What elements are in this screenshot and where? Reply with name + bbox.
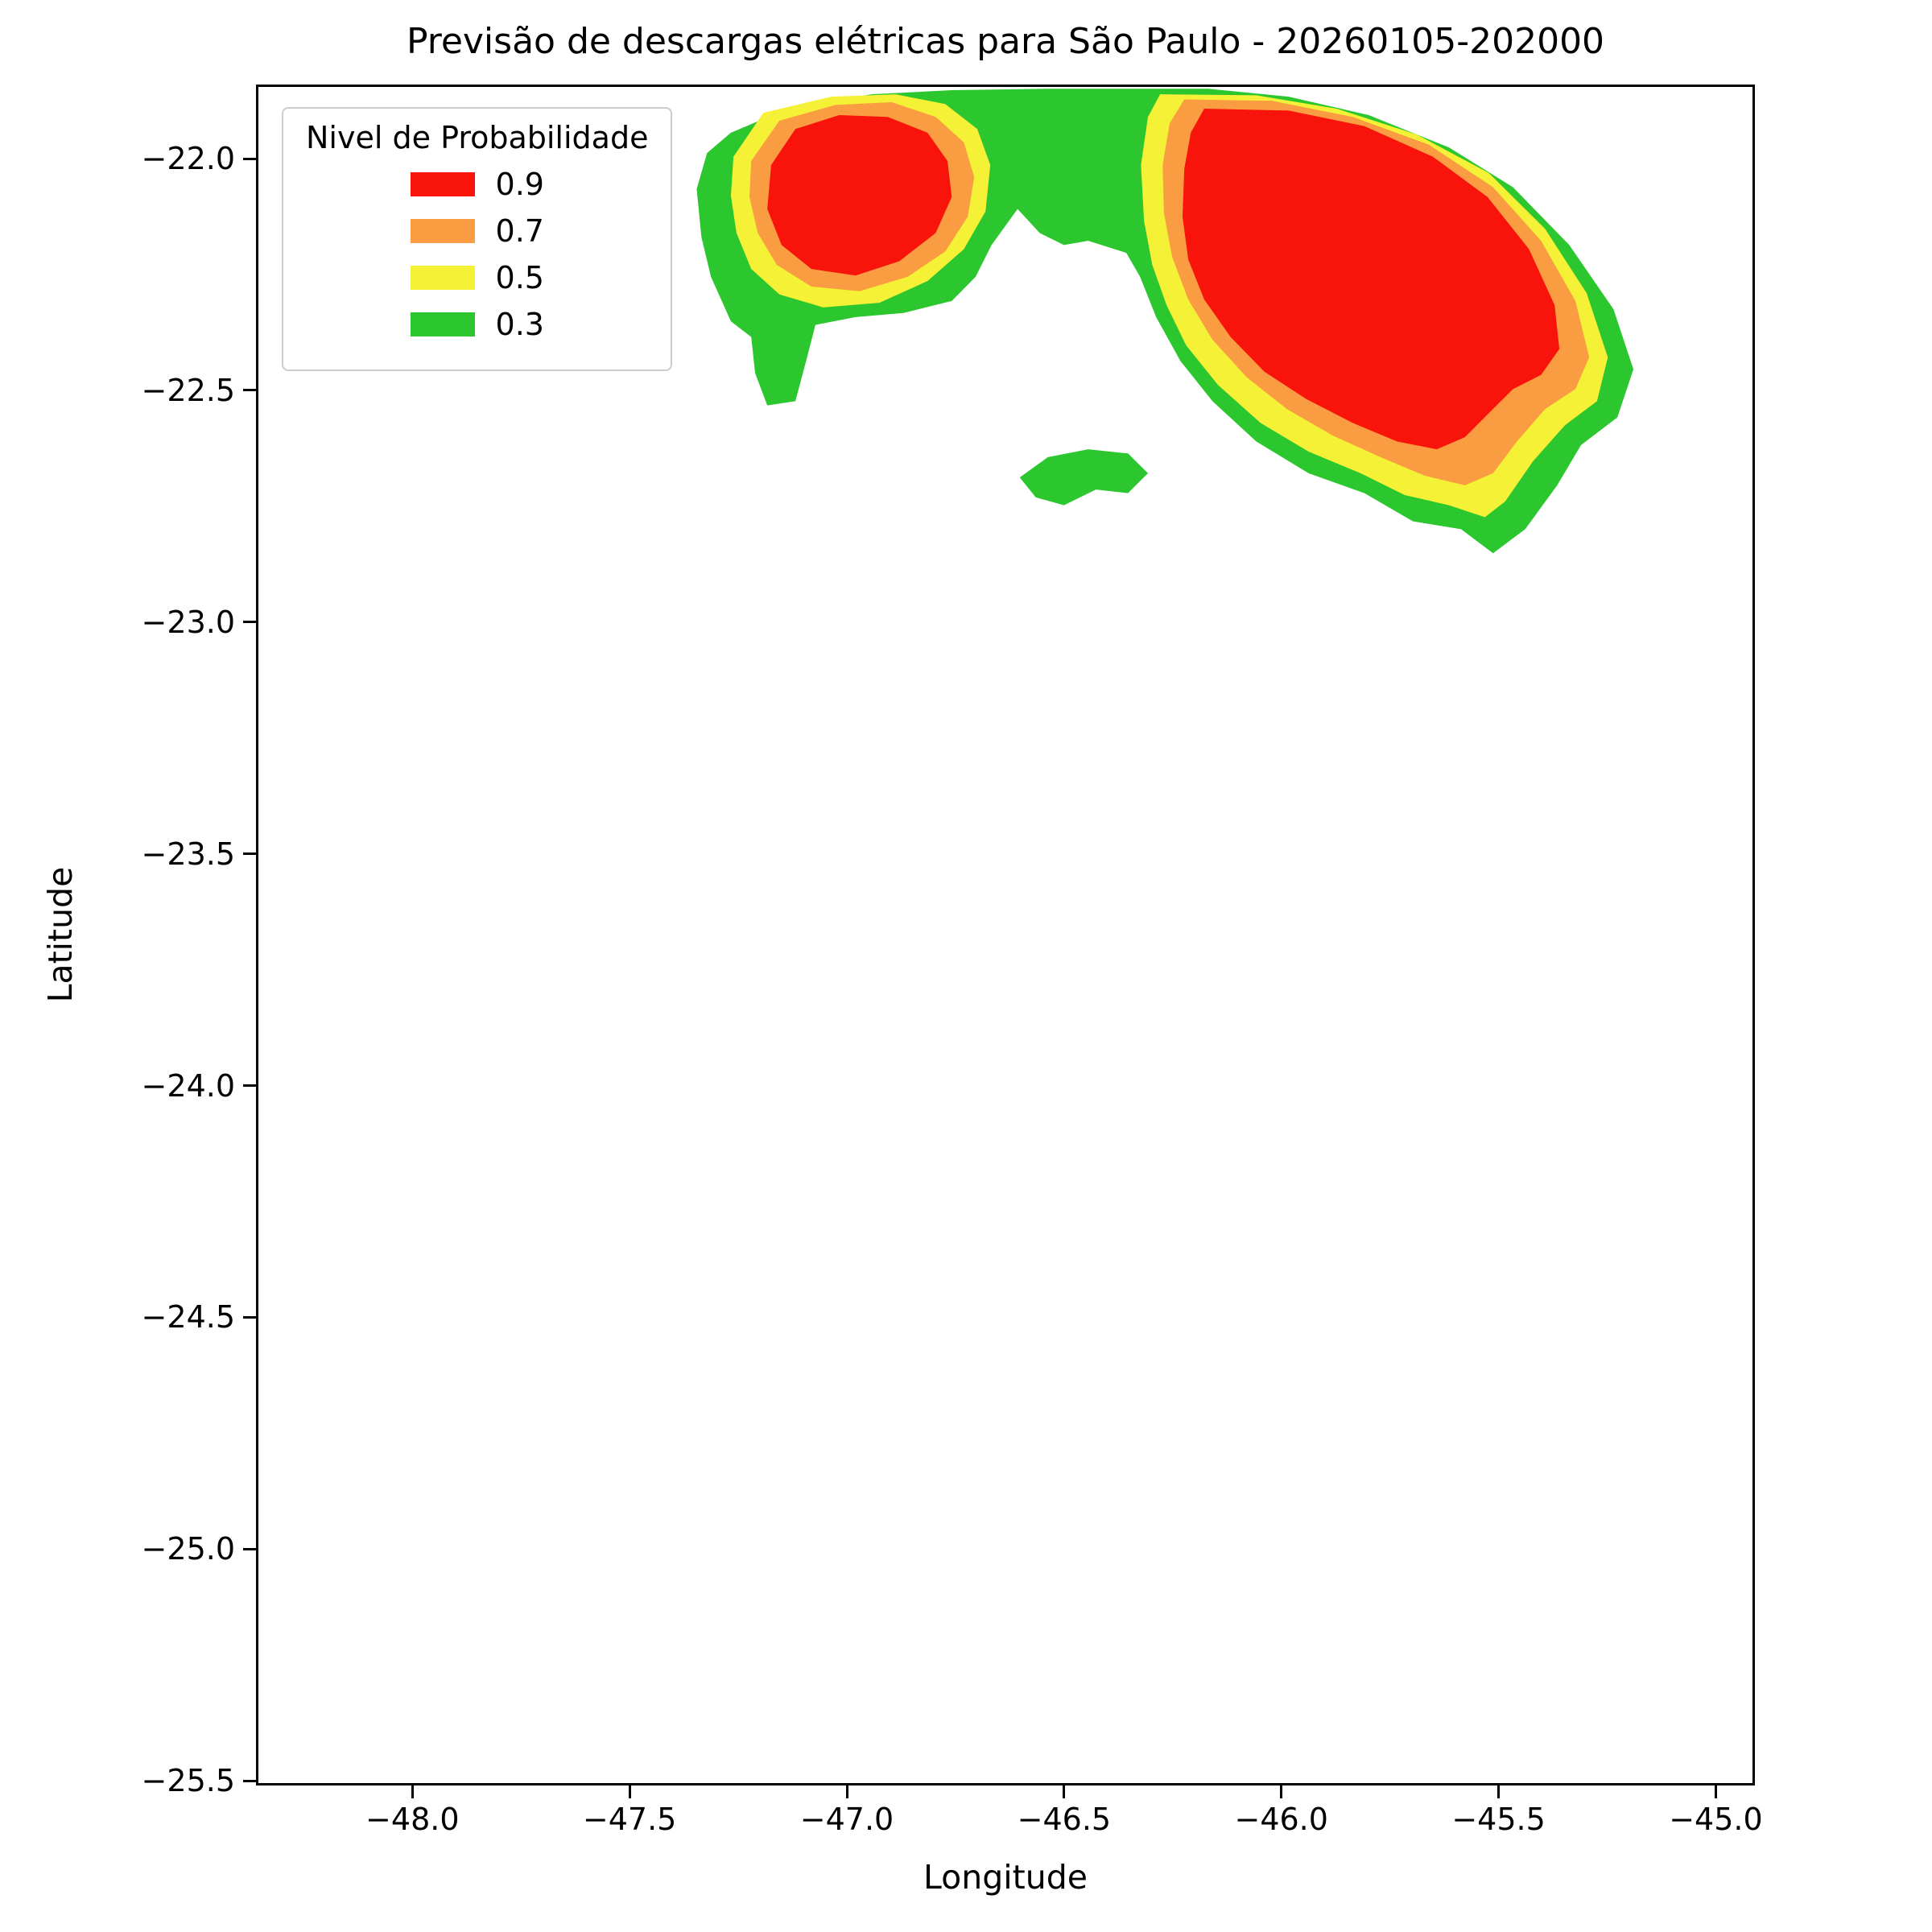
x-tick-mark (1714, 1785, 1717, 1798)
y-tick-mark (243, 621, 256, 624)
x-tick-label: −45.5 (1451, 1802, 1546, 1837)
contour-plot (696, 89, 1634, 554)
x-tick-mark (411, 1785, 414, 1798)
legend-entry: 0.7 (410, 213, 544, 249)
x-tick-mark (628, 1785, 631, 1798)
legend-title: Nivel de Probabilidade (306, 120, 649, 155)
legend-entry: 0.9 (410, 167, 544, 202)
legend-swatch-0.3 (410, 312, 475, 336)
y-tick-label: −24.5 (141, 1299, 235, 1335)
contour-region-0.9 (767, 115, 952, 276)
x-tick-mark (1497, 1785, 1501, 1798)
x-axis-label: Longitude (923, 1858, 1088, 1897)
y-tick-label: −23.5 (141, 836, 235, 872)
legend-entry-label: 0.3 (495, 307, 544, 342)
x-tick-label: −45.0 (1669, 1802, 1763, 1837)
x-tick-label: −47.5 (582, 1802, 677, 1837)
x-tick-mark (1063, 1785, 1066, 1798)
x-tick-mark (1280, 1785, 1283, 1798)
legend-swatch-0.9 (410, 172, 475, 196)
y-tick-label: −22.0 (141, 141, 235, 177)
legend-entry: 0.5 (410, 260, 544, 295)
y-tick-mark (243, 389, 256, 392)
y-tick-label: −25.0 (141, 1531, 235, 1567)
x-tick-mark (845, 1785, 848, 1798)
plot-area (256, 85, 1755, 1785)
x-tick-label: −47.0 (799, 1802, 894, 1837)
y-tick-label: −23.0 (141, 604, 235, 640)
legend-entry-label: 0.9 (495, 167, 544, 202)
y-tick-mark (243, 157, 256, 160)
legend-swatch-0.7 (410, 219, 475, 243)
y-tick-label: −22.5 (141, 372, 235, 408)
y-tick-mark (243, 1084, 256, 1088)
legend-rows: 0.9 0.7 0.5 0.3 (410, 167, 544, 342)
legend-swatch-0.5 (410, 266, 475, 290)
legend-entry-label: 0.7 (495, 213, 544, 249)
y-tick-mark (243, 1547, 256, 1550)
y-tick-mark (243, 1779, 256, 1782)
x-tick-label: −46.0 (1234, 1802, 1328, 1837)
y-axis-label: Latitude (41, 866, 80, 1003)
y-tick-mark (243, 1315, 256, 1319)
legend-entry: 0.3 (410, 307, 544, 342)
chart-title: Previsão de descargas elétricas para São… (406, 21, 1605, 62)
legend: Nivel de Probabilidade 0.9 0.7 0.5 0.3 (282, 107, 673, 371)
x-tick-label: −46.5 (1017, 1802, 1112, 1837)
y-tick-mark (243, 852, 256, 856)
contour-region-0.9 (1182, 109, 1560, 450)
y-tick-label: −25.5 (141, 1763, 235, 1799)
contour-region-0.3 (1019, 449, 1149, 506)
legend-entry-label: 0.5 (495, 260, 544, 295)
x-tick-label: −48.0 (365, 1802, 460, 1837)
y-tick-label: −24.0 (141, 1067, 235, 1104)
